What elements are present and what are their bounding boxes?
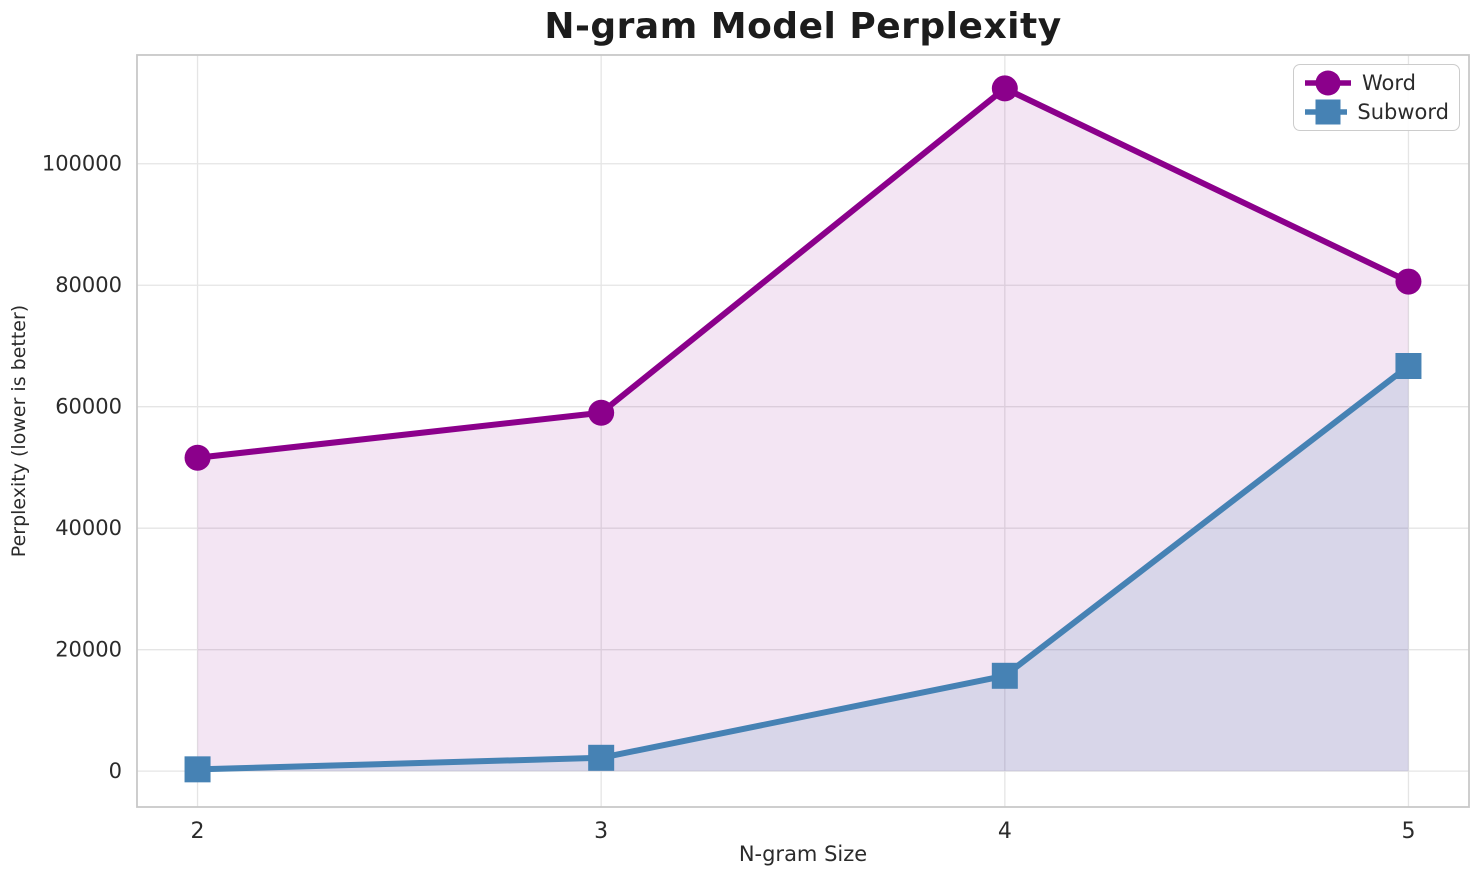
y-tick-label: 0 xyxy=(109,759,122,783)
y-tick-label: 40000 xyxy=(55,516,122,540)
legend-item-subword: Subword xyxy=(1304,98,1449,128)
x-tick-label: 2 xyxy=(191,819,205,844)
subword-legend-marker-icon xyxy=(1305,99,1348,125)
y-tick-label: 20000 xyxy=(55,638,122,662)
word-line xyxy=(197,85,1410,461)
word-legend-marker-icon xyxy=(1305,70,1351,96)
y-tick-label: 60000 xyxy=(55,395,122,419)
legend-label-subword: Subword xyxy=(1357,100,1449,125)
y-axis-label-text: Perplexity (lower is better) xyxy=(8,304,30,558)
subword-line xyxy=(197,363,1411,773)
chart-title: N-gram Model Perplexity xyxy=(544,6,1062,47)
word-marker xyxy=(1395,268,1422,295)
subword-area-fill xyxy=(197,366,1409,772)
y-tick-label: 80000 xyxy=(55,273,122,297)
y-tick-label: 100000 xyxy=(42,152,122,176)
word-marker xyxy=(588,399,615,426)
plot-background xyxy=(137,55,1469,807)
subword-marker xyxy=(588,744,615,771)
word-marker xyxy=(184,444,211,471)
legend-label-word: Word xyxy=(1362,70,1416,95)
subword-marker xyxy=(184,756,211,783)
x-axis-label: N-gram Size xyxy=(738,842,868,866)
word-marker xyxy=(991,75,1018,102)
x-tick-label: 5 xyxy=(1401,819,1415,844)
legend-item-word: Word xyxy=(1304,68,1449,98)
subword-marker xyxy=(991,662,1018,689)
subword-marker xyxy=(1395,353,1422,380)
axes-spines xyxy=(136,54,1470,808)
legend: Word Subword xyxy=(1293,64,1460,131)
x-tick-label: 3 xyxy=(594,819,608,844)
x-tick-label: 4 xyxy=(998,819,1012,844)
